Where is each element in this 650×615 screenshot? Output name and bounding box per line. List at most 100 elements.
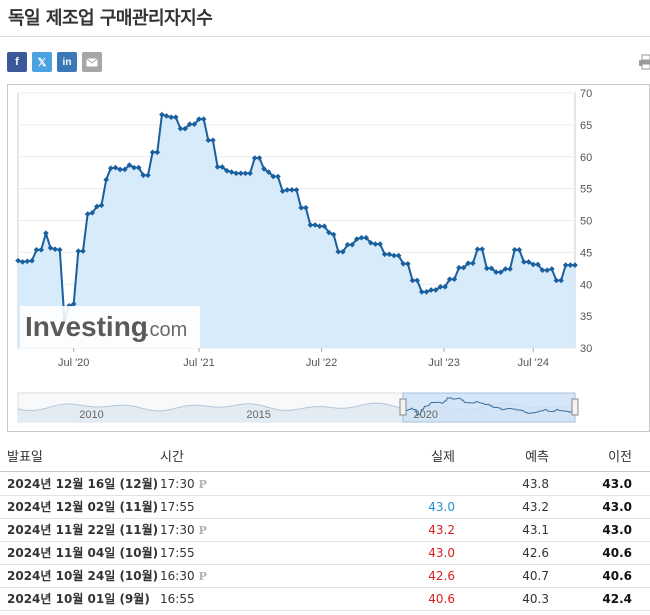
data-point [372,241,379,247]
data-point [47,245,54,251]
mail-icon[interactable] [82,52,102,72]
data-point [521,259,527,265]
navigator-tick-label: 2015 [246,409,270,421]
data-point [307,222,314,228]
data-point [483,265,490,272]
x-tick-label: Jul '24 [517,357,548,369]
data-point [511,246,518,253]
x-tick-label: Jul '20 [58,357,89,369]
data-point [214,164,221,170]
previous-value: 40.6 [602,546,632,560]
previous-value: 43.0 [602,477,632,491]
release-date: 2024년 10월 01일 (9월) [7,592,150,606]
release-date: 2024년 11월 04일 (10월) [7,546,159,560]
linkedin-icon[interactable]: in [57,52,77,72]
header-date[interactable]: 발표일 [7,450,43,465]
release-time: 16:55 [160,588,195,611]
actual-value: 42.6 [428,569,455,583]
facebook-icon[interactable]: f [7,52,27,72]
data-point [191,121,198,128]
data-point [391,252,397,259]
actual-value: 43.2 [428,523,455,537]
release-time-value: 16:30 [160,569,195,583]
release-date: 2024년 11월 22일 (11월) [7,523,159,537]
release-time: 17:55 [160,542,195,565]
data-point [182,125,188,132]
data-point [572,262,578,268]
x-tick-label: Jul '22 [306,357,337,369]
data-point [149,149,156,156]
actual-value: 43.0 [428,546,455,560]
data-point [293,187,300,193]
data-point [94,203,100,210]
forecast-value: 43.8 [522,477,549,491]
forecast-value: 42.6 [522,546,549,560]
x-icon[interactable]: 𝕏 [32,52,52,72]
data-point [256,155,263,161]
release-time-value: 17:55 [160,546,195,560]
previous-value: 42.4 [602,592,632,606]
navigator-tick-label: 2020 [413,409,437,421]
table-row: 2024년 12월 16일 (12월) 17:30 P 43.8 43.0 [0,473,650,496]
release-time-value: 17:30 [160,477,195,491]
table-row: 2024년 10월 24일 (10월) 16:30 P 42.6 40.7 40.6 [0,565,650,588]
y-tick-label: 60 [580,152,592,164]
data-point [516,246,523,253]
release-time: 17:30 P [160,473,207,496]
x-tick-label: Jul '23 [428,357,459,369]
data-point [507,266,513,272]
table-row: 2024년 11월 22일 (11월) 17:30 P 43.2 43.1 43.0 [0,519,650,542]
release-time-value: 16:55 [160,592,195,606]
data-point [535,261,541,268]
data-point [530,261,537,268]
data-point [19,259,26,265]
header-time[interactable]: 시간 [160,450,184,465]
data-point [414,277,420,284]
data-point [423,289,430,295]
header-forecast[interactable]: 예측 [525,450,549,465]
series-area [18,114,575,348]
data-point [312,222,318,228]
previous-value: 43.0 [602,500,632,514]
data-point [432,287,439,293]
release-time-value: 17:30 [160,523,195,537]
data-point [395,252,402,259]
table-row: 2024년 12월 02일 (11월) 17:55 43.0 43.2 43.0 [0,496,650,519]
header-previous[interactable]: 이전 [608,450,632,465]
data-point [75,248,82,254]
data-point [335,248,342,255]
data-point [428,287,434,293]
y-tick-label: 55 [580,184,592,196]
actual-value: 43.0 [428,500,455,514]
y-tick-label: 45 [580,247,592,259]
investing-watermark: Investing .com [20,306,200,348]
forecast-value: 40.7 [522,569,549,583]
data-point [502,266,509,272]
data-point [525,259,532,265]
data-point [98,202,105,209]
previous-value: 40.6 [602,569,632,583]
data-point [553,277,560,284]
forecast-value: 43.1 [522,523,549,537]
data-point [377,241,383,247]
release-time: 17:30 P [160,519,207,542]
header-actual[interactable]: 실제 [431,450,455,465]
data-point [330,231,337,238]
data-point [140,172,147,179]
data-point [562,262,569,268]
data-point [316,223,323,230]
navigator-handle[interactable] [399,398,407,416]
preliminary-icon: P [198,478,207,491]
release-time: 17:55 [160,496,195,519]
data-point [302,204,309,211]
data-point [354,236,360,242]
preliminary-icon: P [198,524,207,537]
navigator-handle[interactable] [571,398,579,416]
watermark-suffix: .com [144,319,187,341]
print-icon[interactable] [638,54,650,70]
forecast-value: 40.3 [522,592,549,606]
previous-value: 43.0 [602,523,632,537]
data-point [340,248,346,255]
data-point [497,269,504,275]
y-tick-label: 30 [580,343,592,355]
